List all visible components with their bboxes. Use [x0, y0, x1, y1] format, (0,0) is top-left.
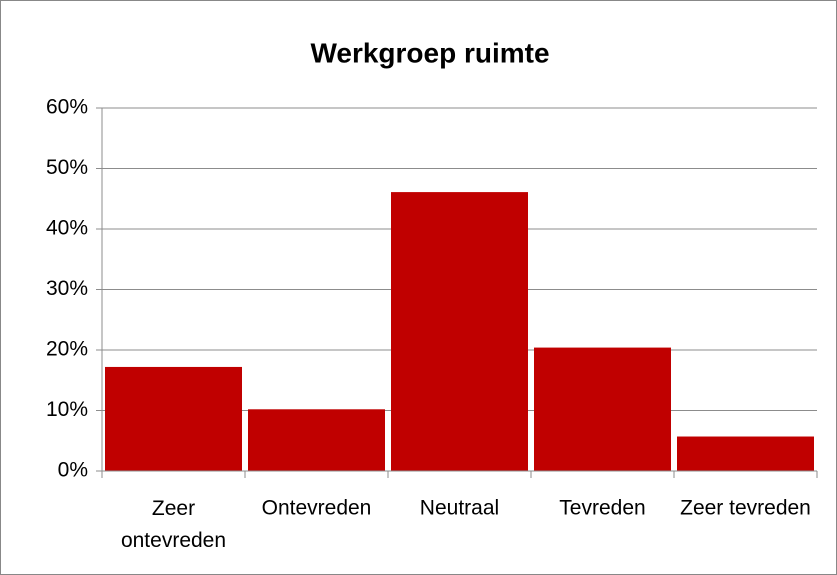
y-tick-label: 0%	[58, 459, 88, 482]
x-tick-label: Neutraal	[420, 497, 499, 520]
x-tick-label: Tevreden	[559, 497, 645, 520]
bar	[391, 192, 528, 471]
x-tick-label: Ontevreden	[262, 497, 372, 520]
bar	[105, 366, 242, 471]
y-tick-label: 10%	[46, 398, 88, 421]
x-tick-label: Zeer ontevreden	[121, 497, 226, 552]
y-tick-label: 40%	[46, 217, 88, 240]
y-tick-label: 50%	[46, 156, 88, 179]
chart-title: Werkgroep ruimte	[310, 37, 549, 68]
bar	[677, 436, 814, 471]
bar	[248, 409, 385, 471]
y-tick-label: 30%	[46, 277, 88, 300]
x-tick-label: Zeer tevreden	[680, 497, 811, 520]
y-tick-label: 20%	[46, 338, 88, 361]
y-tick-label: 60%	[46, 96, 88, 119]
bar	[534, 347, 671, 471]
